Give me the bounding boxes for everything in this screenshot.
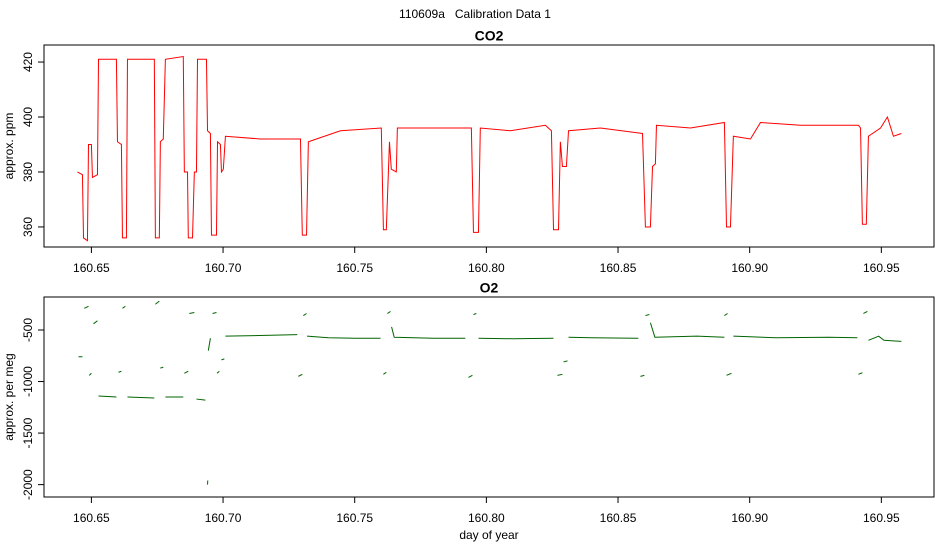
x-tick-label: 160.80 <box>468 261 505 275</box>
x-tick-label: 160.75 <box>336 511 373 525</box>
x-tick-label: 160.75 <box>336 261 373 275</box>
x-tick-label: 160.85 <box>600 261 637 275</box>
x-tick-label: 160.90 <box>731 261 768 275</box>
y-tick-label: 380 <box>21 162 35 182</box>
x-tick-label: 160.90 <box>731 511 768 525</box>
x-tick-label: 160.65 <box>73 261 110 275</box>
y-tick-label: -2000 <box>21 469 35 500</box>
x-tick-label: 160.65 <box>73 511 110 525</box>
x-tick-label: 160.85 <box>600 511 637 525</box>
x-tick-label: 160.70 <box>205 511 242 525</box>
data-line <box>77 55 902 242</box>
plot-frame <box>43 296 935 498</box>
y-tick-label: -1500 <box>21 417 35 448</box>
x-axis-label: day of year <box>459 528 518 542</box>
y-tick-label: -500 <box>21 318 35 342</box>
x-tick-label: 160.95 <box>863 511 900 525</box>
y-axis-label: approx. ppm <box>2 113 16 180</box>
y-tick-label: 420 <box>21 52 35 72</box>
x-tick-label: 160.70 <box>205 261 242 275</box>
y-tick-label: -1000 <box>21 366 35 397</box>
x-tick-label: 160.95 <box>863 261 900 275</box>
x-tick-label: 160.80 <box>468 511 505 525</box>
panel-title: CO2 <box>475 28 504 44</box>
figure-title: 110609a Calibration Data 1 <box>399 7 551 21</box>
y-tick-label: 400 <box>21 107 35 127</box>
plot-frame <box>43 44 935 248</box>
y-tick-label: 360 <box>21 217 35 237</box>
y-axis-label: approx. per meg <box>2 353 16 440</box>
data-line <box>78 300 902 485</box>
panel-title: O2 <box>480 280 499 296</box>
